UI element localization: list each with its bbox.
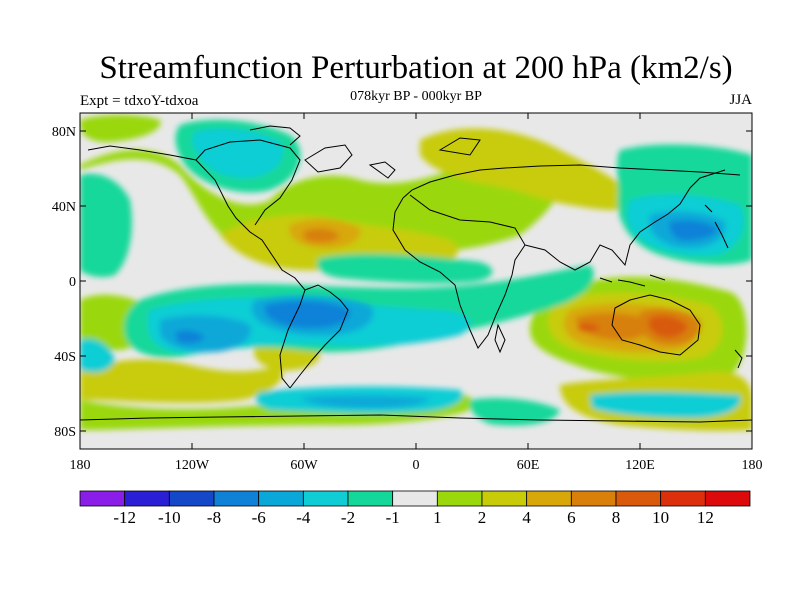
contour-region bbox=[648, 315, 688, 338]
lat-tick-label: 40S bbox=[54, 350, 76, 365]
chart-title: Streamfunction Perturbation at 200 hPa (… bbox=[99, 50, 733, 86]
colorbar-swatch bbox=[570, 490, 617, 507]
contour-region bbox=[80, 173, 132, 278]
colorbar-label: 10 bbox=[652, 508, 669, 527]
colorbar-label: -2 bbox=[341, 508, 355, 527]
colorbar-swatch bbox=[481, 490, 528, 507]
colorbar-label: 4 bbox=[522, 508, 531, 527]
contour-field bbox=[80, 113, 752, 449]
contour-region bbox=[420, 128, 640, 210]
colorbar-label: -12 bbox=[113, 508, 136, 527]
colorbar-swatch bbox=[704, 490, 751, 507]
contour-region bbox=[80, 359, 283, 403]
contour-region bbox=[578, 323, 600, 333]
contour-region bbox=[175, 330, 205, 344]
chart-subtitle: 078kyr BP - 000kyr BP bbox=[350, 89, 482, 104]
colorbar-swatch bbox=[526, 490, 572, 507]
colorbar-label: -4 bbox=[296, 508, 311, 527]
colorbar-swatch bbox=[436, 490, 483, 507]
lon-tick-label: 120W bbox=[175, 458, 210, 473]
colorbar-swatch bbox=[213, 490, 260, 507]
contour-region bbox=[669, 220, 718, 241]
colorbar-label: -10 bbox=[158, 508, 181, 527]
contour-region bbox=[590, 391, 741, 418]
contour-region bbox=[80, 114, 161, 143]
coastlines bbox=[80, 125, 752, 423]
lat-tick-label: 80N bbox=[52, 125, 76, 140]
colorbar-swatch bbox=[258, 490, 304, 507]
lat-tick-label: 0 bbox=[69, 275, 76, 290]
contour-region bbox=[303, 228, 340, 243]
lon-tick-label: 0 bbox=[413, 458, 420, 473]
season-label: JJA bbox=[729, 92, 752, 108]
colorbar-swatch bbox=[615, 490, 662, 507]
lon-tick-label: 60W bbox=[290, 458, 318, 473]
lon-tick-label: 60E bbox=[517, 458, 540, 473]
contour-region bbox=[316, 253, 493, 284]
lon-tick-label: 180 bbox=[70, 458, 91, 473]
colorbar-label: 12 bbox=[697, 508, 714, 527]
colorbar-swatch bbox=[168, 490, 215, 507]
contour-region bbox=[80, 338, 115, 373]
colorbar-label: -6 bbox=[252, 508, 266, 527]
lon-tick-label: 180 bbox=[742, 458, 763, 473]
colorbar-swatch bbox=[392, 490, 438, 507]
colorbar-swatch bbox=[124, 490, 170, 507]
colorbar-swatch bbox=[79, 490, 126, 507]
lon-tick-label: 120E bbox=[625, 458, 655, 473]
lat-tick-label: 40N bbox=[52, 200, 76, 215]
colorbar-label: 6 bbox=[567, 508, 576, 527]
contour-region bbox=[300, 395, 430, 408]
contour-region bbox=[80, 149, 560, 253]
colorbar-label: 8 bbox=[612, 508, 621, 527]
colorbar: -12 -10 -8 -6 -4 -2 -1 1 2 4 6 8 10 12 bbox=[79, 490, 751, 527]
colorbar-label: -1 bbox=[386, 508, 400, 527]
contour-region bbox=[265, 300, 351, 328]
colorbar-swatch bbox=[660, 490, 706, 507]
experiment-label: Expt = tdxoY-tdxoa bbox=[80, 93, 199, 109]
colorbar-label: 1 bbox=[433, 508, 442, 527]
colorbar-label: -8 bbox=[207, 508, 221, 527]
colorbar-swatch bbox=[302, 490, 349, 507]
colorbar-swatch bbox=[347, 490, 394, 507]
colorbar-label: 2 bbox=[478, 508, 487, 527]
contour-region bbox=[192, 128, 284, 179]
lat-tick-label: 80S bbox=[54, 425, 76, 440]
map-axes: 80N 40N 0 40S 80S 180 120W 60W 0 60E 120E 180 bbox=[52, 113, 763, 473]
